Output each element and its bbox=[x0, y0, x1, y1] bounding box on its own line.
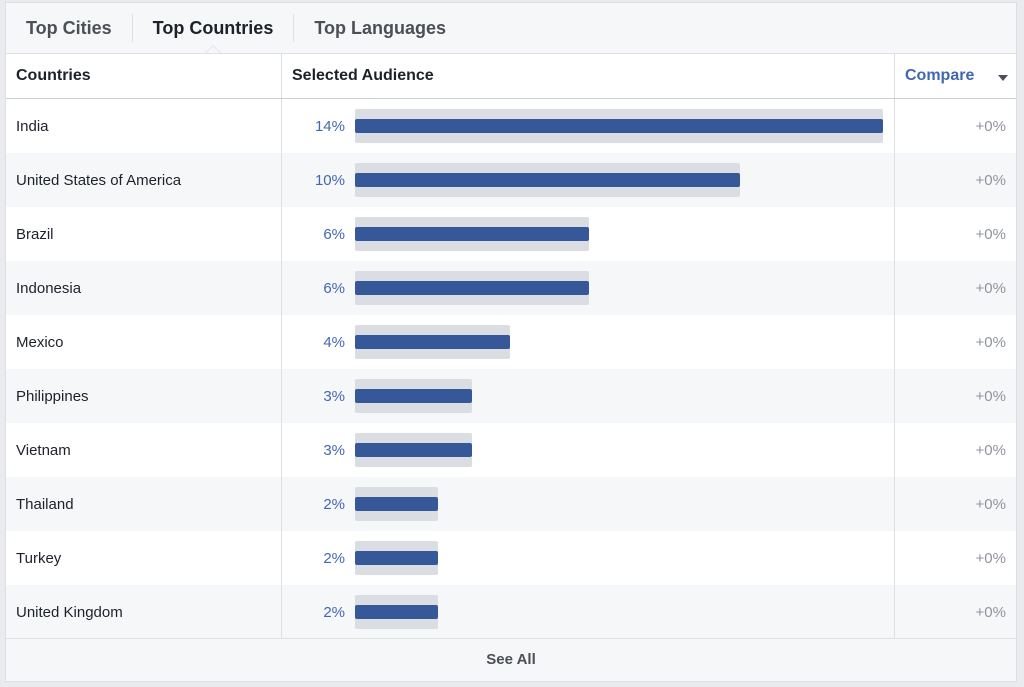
country-name: United States of America bbox=[6, 153, 282, 207]
audience-bar-track bbox=[355, 433, 472, 467]
country-name: Philippines bbox=[6, 369, 282, 423]
audience-cell: 14% bbox=[282, 99, 895, 154]
audience-bar bbox=[355, 443, 472, 457]
compare-value: +0% bbox=[894, 153, 1016, 207]
table-row: Indonesia 6% +0% bbox=[6, 261, 1016, 315]
audience-cell: 2% bbox=[282, 531, 895, 585]
table-row: United States of America 10% +0% bbox=[6, 153, 1016, 207]
compare-label: Compare bbox=[905, 67, 975, 84]
table-row: Mexico 4% +0% bbox=[6, 315, 1016, 369]
compare-value: +0% bbox=[894, 585, 1016, 639]
audience-percent: 14% bbox=[314, 117, 345, 135]
audience-bar bbox=[355, 173, 740, 187]
table-header-row: Countries Selected Audience Compare bbox=[6, 54, 1016, 99]
compare-value: +0% bbox=[894, 261, 1016, 315]
audience-bar-track bbox=[355, 487, 438, 521]
country-name: India bbox=[6, 98, 282, 153]
table-row: Vietnam 3% +0% bbox=[6, 423, 1016, 477]
tab-top-countries[interactable]: Top Countries bbox=[133, 14, 294, 53]
chevron-down-icon bbox=[998, 74, 1008, 81]
audience-bar-track bbox=[355, 163, 740, 197]
compare-value: +0% bbox=[894, 531, 1016, 585]
compare-dropdown[interactable]: Compare bbox=[894, 54, 1016, 99]
table-row: Brazil 6% +0% bbox=[6, 207, 1016, 261]
audience-cell: 6% bbox=[282, 207, 895, 261]
audience-bar bbox=[355, 227, 589, 241]
audience-bar bbox=[355, 119, 883, 133]
audience-bar bbox=[355, 605, 438, 619]
audience-bar-track bbox=[355, 379, 472, 413]
audience-bar bbox=[355, 281, 589, 295]
audience-insights-panel: Top Cities Top Countries Top Languages C… bbox=[5, 2, 1017, 682]
compare-value: +0% bbox=[894, 477, 1016, 531]
compare-value: +0% bbox=[894, 98, 1016, 153]
table-row: Philippines 3% +0% bbox=[6, 369, 1016, 423]
audience-cell: 3% bbox=[282, 423, 895, 477]
selected-audience-column-header: Selected Audience bbox=[281, 54, 895, 99]
audience-percent: 6% bbox=[323, 279, 345, 297]
audience-bar-track bbox=[355, 109, 883, 143]
table-row: India 14% +0% bbox=[6, 98, 1016, 154]
tab-divider bbox=[131, 14, 133, 42]
audience-percent: 2% bbox=[323, 603, 345, 621]
country-name: Brazil bbox=[6, 207, 282, 261]
audience-bar-track bbox=[355, 217, 589, 251]
audience-percent: 2% bbox=[323, 495, 345, 513]
audience-cell: 2% bbox=[281, 585, 895, 639]
tab-top-languages[interactable]: Top Languages bbox=[314, 18, 446, 38]
audience-bar bbox=[355, 551, 438, 565]
audience-cell: 2% bbox=[281, 477, 895, 531]
audience-percent: 4% bbox=[323, 333, 345, 351]
country-name: Thailand bbox=[6, 477, 282, 531]
audience-bar bbox=[355, 389, 472, 403]
audience-bar bbox=[355, 335, 510, 349]
compare-value: +0% bbox=[894, 207, 1016, 261]
audience-bar-track bbox=[355, 271, 589, 305]
country-name: Vietnam bbox=[6, 423, 282, 477]
table-row: United Kingdom 2% +0% bbox=[6, 585, 1016, 639]
compare-value: +0% bbox=[894, 423, 1016, 477]
country-name: Mexico bbox=[6, 315, 282, 369]
countries-column-header: Countries bbox=[6, 54, 282, 99]
compare-value: +0% bbox=[894, 369, 1016, 423]
tab-top-countries-label: Top Countries bbox=[152, 18, 274, 38]
audience-percent: 6% bbox=[323, 225, 345, 243]
audience-percent: 3% bbox=[323, 441, 345, 459]
table-row: Thailand 2% +0% bbox=[6, 477, 1016, 531]
audience-percent: 2% bbox=[323, 549, 345, 567]
see-all-button[interactable]: See All bbox=[6, 638, 1016, 681]
country-name: Turkey bbox=[6, 531, 282, 585]
audience-cell: 4% bbox=[282, 315, 895, 369]
active-tab-indicator bbox=[205, 45, 221, 53]
audience-percent: 3% bbox=[323, 387, 345, 405]
audience-bar-track bbox=[355, 541, 438, 575]
audience-cell: 3% bbox=[281, 369, 895, 423]
tab-divider bbox=[293, 14, 295, 42]
audience-bar-track bbox=[355, 595, 438, 629]
country-name: Indonesia bbox=[6, 261, 282, 315]
countries-table: Countries Selected Audience Compare Indi… bbox=[6, 54, 1016, 639]
table-row: Turkey 2% +0% bbox=[6, 531, 1016, 585]
audience-cell: 10% bbox=[281, 153, 895, 207]
tab-bar: Top Cities Top Countries Top Languages bbox=[6, 3, 1016, 54]
country-name: United Kingdom bbox=[6, 585, 282, 639]
compare-value: +0% bbox=[894, 315, 1016, 369]
tab-top-cities[interactable]: Top Cities bbox=[26, 18, 112, 38]
audience-bar bbox=[355, 497, 438, 511]
audience-cell: 6% bbox=[281, 261, 895, 315]
audience-percent: 10% bbox=[314, 171, 345, 189]
audience-bar-track bbox=[355, 325, 510, 359]
